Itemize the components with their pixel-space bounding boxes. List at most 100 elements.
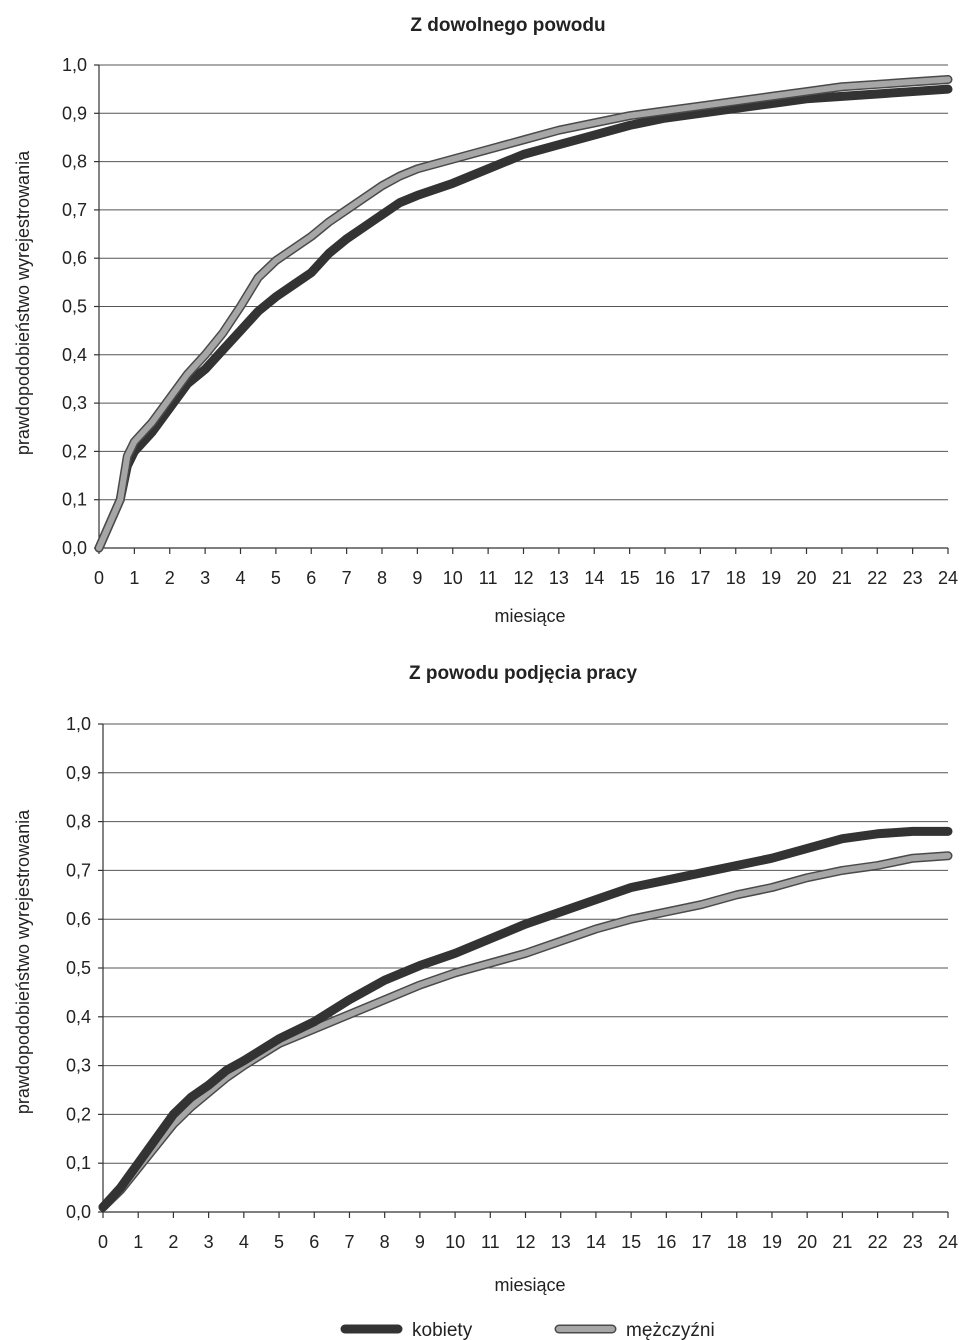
x-axis-label: miesiące xyxy=(494,1275,565,1295)
y-tick-label: 0,3 xyxy=(66,1056,91,1076)
series-line-mezczyzni-outline xyxy=(98,851,953,1212)
x-tick-label: 5 xyxy=(271,568,281,588)
x-tick-label: 16 xyxy=(655,568,675,588)
y-tick-label: 0,8 xyxy=(62,152,87,172)
y-tick-label: 0,0 xyxy=(62,538,87,558)
axes xyxy=(94,64,949,554)
chart-any-reason: Z dowolnego powodu 0,0 0,1 0,2 0,3 0,4 0,5 0,6… xyxy=(13,15,958,626)
x-tick-label: 22 xyxy=(867,568,887,588)
legend-item-kobiety: kobiety xyxy=(340,1320,473,1340)
chart-job-start: Z powodu podjęcia pracy 0,00,10,20,30,40… xyxy=(13,663,958,1295)
x-tick-label: 23 xyxy=(903,568,923,588)
x-axis-label: miesiące xyxy=(494,606,565,626)
x-tick-label: 5 xyxy=(274,1232,284,1252)
y-tick-label: 0,9 xyxy=(62,103,87,123)
x-tick-label: 19 xyxy=(762,1232,782,1252)
y-tick-labels: 0,0 0,1 0,2 0,3 0,4 0,5 0,6 0,7 0,8 0,9 1,0 xyxy=(66,714,91,1222)
x-tick-label: 6 xyxy=(309,1232,319,1252)
x-tick-label: 8 xyxy=(377,568,387,588)
y-tick-label: 0,0 xyxy=(66,1202,91,1222)
x-tick-label: 10 xyxy=(443,568,463,588)
x-tick-label: 3 xyxy=(204,1232,214,1252)
x-tick-label: 17 xyxy=(692,1232,712,1252)
series-line-mezczyzni xyxy=(96,76,951,551)
y-tick-label: 0,9 xyxy=(66,763,91,783)
y-tick-label: 0,2 xyxy=(62,441,87,461)
y-tick-label: 1,0 xyxy=(66,714,91,734)
x-tick-label: 20 xyxy=(796,568,816,588)
x-tick-label: 4 xyxy=(235,568,245,588)
x-tick-label: 14 xyxy=(584,568,604,588)
y-tick-label: 0,6 xyxy=(66,909,91,929)
x-tick-label: 1 xyxy=(133,1232,143,1252)
x-tick-label: 21 xyxy=(832,1232,852,1252)
x-tick-label: 9 xyxy=(412,568,422,588)
legend: kobiety mężczyźni xyxy=(340,1320,715,1340)
y-tick-label: 0,4 xyxy=(66,1007,91,1027)
legend-label-mezczyzni: mężczyźni xyxy=(626,1320,715,1340)
x-tick-label: 21 xyxy=(832,568,852,588)
x-tick-label: 24 xyxy=(938,568,958,588)
x-tick-label: 11 xyxy=(481,1232,500,1252)
x-tick-label: 15 xyxy=(621,1232,641,1252)
series-line-kobiety xyxy=(94,84,953,553)
y-axis-label: prawdopodobieństwo wyrejestrowania xyxy=(13,150,33,455)
x-tick-label: 0 xyxy=(94,568,104,588)
x-tick-label: 19 xyxy=(761,568,781,588)
x-tick-label: 24 xyxy=(938,1232,958,1252)
x-tick-label: 0 xyxy=(98,1232,108,1252)
chart-title: Z powodu podjęcia pracy xyxy=(409,663,637,684)
x-tick-label: 1 xyxy=(129,568,139,588)
x-tick-label: 6 xyxy=(306,568,316,588)
y-tick-label: 0,7 xyxy=(62,200,87,220)
series-lines xyxy=(94,74,953,553)
x-tick-label: 16 xyxy=(656,1232,676,1252)
x-tick-label: 17 xyxy=(690,568,710,588)
legend-item-mezczyzni: mężczyźni xyxy=(554,1320,715,1340)
chart-title: Z dowolnego powodu xyxy=(410,15,605,36)
x-tick-label: 4 xyxy=(239,1232,249,1252)
series-lines xyxy=(98,826,953,1212)
x-tick-label: 9 xyxy=(415,1232,425,1252)
x-tick-label: 12 xyxy=(513,568,533,588)
x-tick-labels: 0 1 2 3 4 5 6 7 8 9 10 11 12 13 14 15 16 17 18 19 20 21 22 23 24 xyxy=(94,568,958,588)
y-tick-label: 0,4 xyxy=(62,345,87,365)
x-tick-label: 3 xyxy=(200,568,210,588)
y-tick-label: 0,1 xyxy=(66,1153,91,1173)
y-tick-label: 0,2 xyxy=(66,1104,91,1124)
x-tick-label: 18 xyxy=(726,568,746,588)
gridlines xyxy=(99,64,948,501)
x-tick-label: 8 xyxy=(380,1232,390,1252)
axes xyxy=(98,723,949,1218)
y-tick-label: 0,8 xyxy=(66,812,91,832)
x-tick-label: 12 xyxy=(515,1232,535,1252)
x-tick-label: 15 xyxy=(620,568,640,588)
x-tick-label: 14 xyxy=(586,1232,606,1252)
x-tick-label: 23 xyxy=(903,1232,923,1252)
x-tick-label: 7 xyxy=(342,568,352,588)
y-tick-label: 0,7 xyxy=(66,860,91,880)
series-line-kobiety xyxy=(98,826,953,1212)
y-tick-labels: 0,0 0,1 0,2 0,3 0,4 0,5 0,6 0,7 0,8 0,9 1,0 xyxy=(62,55,87,558)
x-tick-label: 13 xyxy=(551,1232,571,1252)
y-tick-label: 0,1 xyxy=(62,490,87,510)
series-line-mezczyzni xyxy=(100,852,951,1211)
y-tick-label: 0,5 xyxy=(62,297,87,317)
x-tick-label: 11 xyxy=(479,568,498,588)
gridlines xyxy=(103,723,948,1164)
x-tick-label: 22 xyxy=(868,1232,888,1252)
y-tick-label: 0,6 xyxy=(62,248,87,268)
x-tick-label: 2 xyxy=(168,1232,178,1252)
legend-label-kobiety: kobiety xyxy=(412,1320,473,1340)
x-tick-label: 10 xyxy=(445,1232,465,1252)
y-tick-label: 1,0 xyxy=(62,55,87,75)
y-axis-label: prawdopodobieństwo wyrejestrowania xyxy=(13,809,33,1114)
x-tick-labels: 0 1 2 3 4 5 6 7 8 9 10 11 12 13 14 15 16 17 18 19 20 21 22 23 24 xyxy=(98,1232,958,1252)
y-tick-label: 0,5 xyxy=(66,958,91,978)
x-tick-label: 18 xyxy=(727,1232,747,1252)
x-tick-label: 2 xyxy=(165,568,175,588)
x-tick-label: 13 xyxy=(549,568,569,588)
x-tick-label: 7 xyxy=(344,1232,354,1252)
y-tick-label: 0,3 xyxy=(62,393,87,413)
